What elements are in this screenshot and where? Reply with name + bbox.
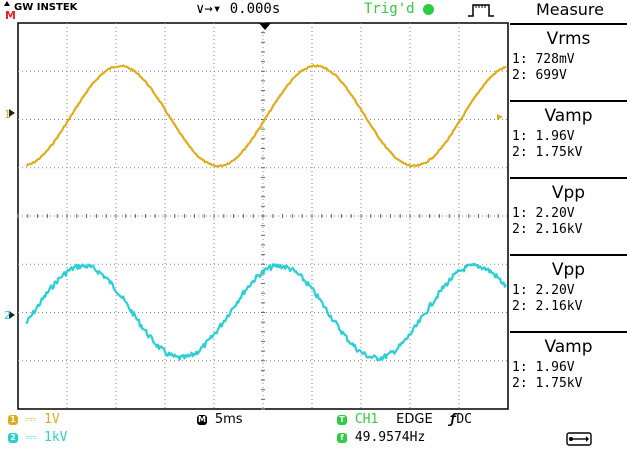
measure-ch2-value: 2: 2.16kV: [512, 299, 583, 314]
trigger-type: EDGE: [396, 412, 433, 427]
measure-ch1-value: 1: 2.20V: [512, 283, 575, 298]
measure-ch1-value: 1: 728mV: [512, 52, 575, 67]
measure-slot-2[interactable]: Vamp 1: 1.96V 2: 1.75kV: [510, 100, 627, 179]
rising-slope-icon: ƒ: [448, 412, 457, 427]
measure-ch2-value: 2: 1.75kV: [512, 376, 583, 391]
measure-name: Vamp: [544, 106, 593, 126]
measure-slot-5[interactable]: Vamp 1: 1.96V 2: 1.75kV: [510, 331, 627, 410]
timebase-indicator: M 5ms: [197, 412, 243, 427]
scroll-up-icon: [4, 1, 10, 6]
measure-ch2-value: 2: 2.16kV: [512, 222, 583, 237]
ch2-marker-label: 2: [4, 309, 11, 322]
dc-coupling-icon: ⎓: [25, 430, 37, 445]
measure-ch2-value: 2: 1.75kV: [512, 145, 583, 160]
ch1-ground-marker-icon: [9, 109, 15, 117]
ch2-scale-indicator: 2 ⎓ 1kV: [8, 430, 68, 445]
measure-name: Vrms: [546, 29, 591, 49]
rising-edge-pulse-icon: [468, 4, 494, 17]
ch2-badge: 2: [8, 432, 18, 443]
trigger-status: Trig'd: [364, 1, 415, 17]
usb-icon: [566, 432, 592, 446]
measure-slot-1[interactable]: Vrms 1: 728mV 2: 699V: [510, 23, 627, 102]
brand-logo: GW INSTEK: [14, 2, 78, 13]
frequency-value: 49.9574Hz: [354, 430, 426, 445]
horizontal-position-readout: ∨→▾ 0.000s: [196, 1, 281, 17]
trigger-indicator-icon: [423, 4, 434, 15]
freq-badge: f: [337, 432, 347, 443]
measure-ch2-value: 2: 699V: [512, 68, 567, 83]
menu-title: Measure: [536, 0, 604, 19]
ch2-ground-marker-icon: [9, 311, 15, 319]
ch1-volts-div: 1V: [44, 412, 60, 427]
trigger-level-marker-icon: [497, 114, 503, 120]
ch1-waveform: [25, 64, 507, 168]
measure-ch1-value: 1: 2.20V: [512, 206, 575, 221]
measure-name: Vamp: [544, 337, 593, 357]
ch1-marker-label: 1: [4, 108, 11, 121]
trigger-coupling: DC: [456, 412, 472, 427]
measure-slot-3[interactable]: Vpp 1: 2.20V 2: 2.16kV: [510, 177, 627, 256]
ch1-scale-indicator: 1 ⎓ 1V: [8, 412, 60, 427]
ch2-waveform: [25, 262, 507, 362]
trigger-position-marker-icon: [259, 23, 271, 30]
ch1-badge: 1: [8, 414, 18, 425]
trigger-source: CH1: [354, 412, 379, 427]
measure-slot-4[interactable]: Vpp 1: 2.20V 2: 2.16kV: [510, 254, 627, 333]
frequency-counter: f 49.9574Hz: [337, 430, 425, 445]
dc-coupling-icon: ⎓: [25, 412, 37, 427]
timebase-value: 5ms: [214, 412, 243, 427]
measure-ch1-value: 1: 1.96V: [512, 129, 575, 144]
status-bar: GW INSTEK M ∨→▾ 0.000s Trig'd: [0, 0, 510, 22]
measure-name: Vpp: [551, 260, 586, 280]
graticule: [17, 22, 509, 410]
measure-ch1-value: 1: 1.96V: [512, 360, 575, 375]
timebase-badge: M: [197, 414, 207, 425]
acquire-mode-indicator: M: [5, 9, 16, 22]
trigger-info: T CH1 EDGE ƒDC: [337, 412, 472, 427]
trigger-badge: T: [337, 414, 347, 425]
ch2-volts-div: 1kV: [44, 430, 68, 445]
measure-name: Vpp: [551, 183, 586, 203]
